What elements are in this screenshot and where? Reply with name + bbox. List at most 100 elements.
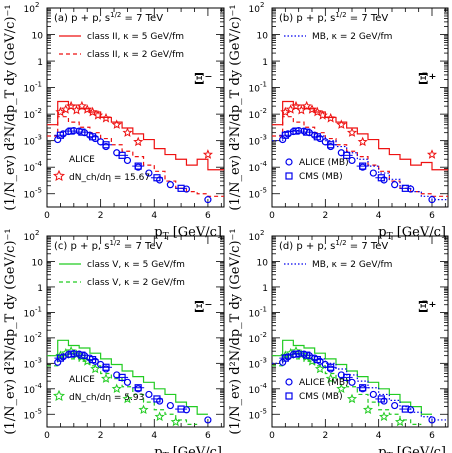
y-tick-base: 10 (24, 164, 36, 174)
legend: MB, κ = 2 GeV/fm ALICE (MB) CMS (MB) (284, 260, 392, 402)
y-tick-exp: -5 (260, 187, 267, 195)
cms-marker (292, 127, 300, 135)
annotation: ALICE dN_ch/dη = 5.93 (52, 375, 144, 403)
legend-alice-label: ALICE (MB) (299, 158, 349, 168)
legend-label: class II, κ = 2 GeV/fm (87, 50, 184, 60)
y-tick-label: 10 -2 (249, 331, 267, 345)
star-marker (90, 363, 101, 374)
x-tick-label: 2 (322, 211, 328, 221)
cms-marker (118, 151, 126, 159)
cms-marker (303, 351, 311, 359)
y-tick-value: 1 (37, 58, 43, 68)
star-marker (122, 127, 133, 137)
cms-marker (56, 354, 65, 362)
panel-title-b: = 7 TeV (347, 241, 389, 252)
star-marker (55, 106, 66, 117)
y-tick-label: 10 -5 (24, 187, 42, 201)
panel-title-b: = 7 TeV (347, 13, 389, 24)
cms-marker (153, 395, 161, 403)
panel-title-b: = 7 TeV (121, 241, 163, 252)
star-marker (357, 136, 368, 147)
y-tick-base: 10 (24, 335, 36, 345)
y-tick-label: 1 (37, 284, 43, 294)
panel-title-a: (a) p + p, s (54, 13, 110, 24)
panel-title-text: (b) p + p, s1/2 = 7 TeV (279, 11, 388, 24)
star-marker (92, 109, 104, 120)
x-tick-label: 4 (376, 431, 382, 441)
cms-marker (88, 133, 97, 141)
cms-marker (401, 184, 409, 192)
y-tick-base: 10 (24, 411, 36, 421)
y-tick-label: 10 (257, 258, 269, 268)
legend-label: class II, κ = 5 GeV/fm (87, 32, 184, 42)
star-marker (122, 393, 133, 404)
y-tick-base: 10 (24, 138, 36, 148)
y-tick-label: 10 -1 (249, 305, 267, 319)
star-marker (325, 373, 336, 383)
y-tick-exp: -1 (35, 81, 42, 89)
panel-title-a: (b) p + p, s (279, 13, 335, 24)
annotation-star-icon (52, 169, 66, 182)
cms-marker (78, 351, 86, 359)
y-tick-value: 1 (262, 284, 268, 294)
y-tick-exp: -3 (260, 356, 267, 364)
panel-title-exp: 1/2 (335, 11, 346, 19)
y-tick-exp: 2 (260, 1, 264, 9)
y-tick-label: 10 -3 (249, 356, 267, 370)
y-tick-base: 10 (249, 85, 261, 95)
y-axis-title: (1/N_ev) d²N/dp_T dy (GeV/c)⁻¹ (3, 228, 18, 434)
star-marker (202, 149, 213, 159)
panel-title: (b) p + p, s1/2 = 7 TeV (279, 11, 388, 24)
y-tick-base: 10 (24, 233, 36, 243)
star-marker (394, 416, 406, 427)
alice-marker (123, 156, 132, 165)
x-tick-label: 2 (98, 431, 104, 441)
y-tick-label: 10 -3 (24, 134, 42, 148)
annotation-multiplicity: dN_ch/dη = 15.67 (69, 173, 150, 183)
series-group (272, 100, 448, 204)
star-marker (100, 112, 112, 123)
annotation-experiment: ALICE (69, 155, 95, 165)
y-tick-label: 10 -5 (249, 407, 267, 421)
alice-marker (145, 390, 153, 399)
y-tick-label: 10 2 (24, 1, 40, 15)
panel-title-exp: 1/2 (110, 11, 121, 19)
y-tick-label: 10 -5 (24, 407, 42, 421)
particle-label: Ξ̄⁺ (418, 298, 436, 316)
y-tick-base: 10 (249, 138, 261, 148)
y-tick-exp: 2 (35, 229, 39, 237)
x-axis-title-p: p (154, 445, 162, 453)
x-axis-title-sub: T (163, 232, 169, 242)
x-tick-label: 0 (44, 211, 50, 221)
y-tick-value: 10 (32, 258, 44, 268)
series-group (272, 339, 448, 427)
x-tick-label: 2 (322, 431, 328, 441)
legend-cms-label: CMS (MB) (299, 172, 343, 182)
x-tick-label: 2 (98, 211, 104, 221)
cms-marker (56, 131, 65, 139)
y-tick-label: 1 (262, 58, 268, 68)
cms-marker (327, 141, 335, 149)
y-tick-exp: -2 (35, 331, 42, 339)
y-tick-base: 10 (24, 111, 36, 121)
x-tick-label: 4 (151, 431, 157, 441)
cms-marker (177, 184, 185, 192)
panel-title-text: (d) p + p, s1/2 = 7 TeV (279, 239, 388, 252)
y-tick-label: 10 2 (24, 229, 40, 243)
y-tick-exp: -2 (35, 107, 42, 115)
particle-label: Ξ⁻ (194, 298, 212, 316)
x-tick-label: 6 (429, 211, 435, 221)
y-tick-label: 10 -4 (24, 382, 43, 396)
y-tick-exp: -4 (260, 382, 268, 390)
x-axis-title: pT [GeV/c] (378, 445, 446, 453)
annotation: ALICE dN_ch/dη = 15.67 (52, 155, 150, 183)
cms-marker (313, 356, 321, 364)
cms-marker (102, 141, 110, 149)
hist-line-hist-dashed (272, 116, 448, 197)
alice-marker (369, 169, 377, 177)
legend-alice-marker (285, 158, 293, 166)
star-marker (133, 136, 144, 147)
y-tick-exp: 2 (35, 1, 39, 9)
alice-marker (123, 378, 132, 386)
y-tick-base: 10 (249, 111, 261, 121)
